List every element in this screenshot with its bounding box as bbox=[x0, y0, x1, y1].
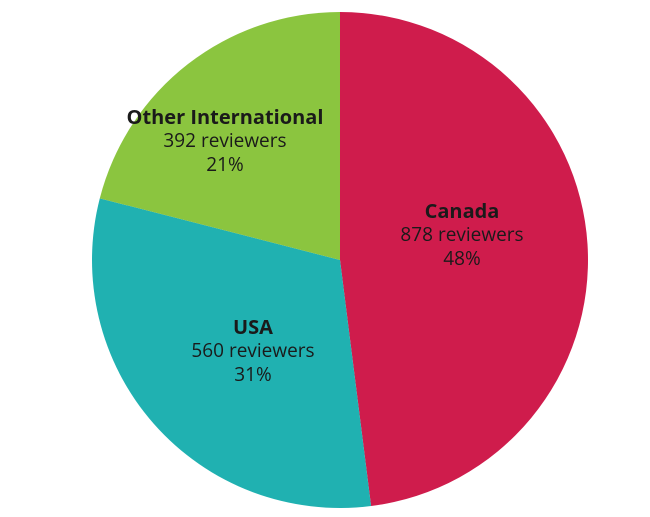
slice-percent: 48% bbox=[400, 247, 523, 271]
slice-percent: 21% bbox=[127, 153, 324, 177]
slice-name: USA bbox=[191, 314, 314, 339]
slice-label: Other International392 reviewers21% bbox=[127, 104, 324, 177]
pie-chart: Canada878 reviewers48% USA560 reviewers31… bbox=[0, 0, 650, 517]
pie-svg bbox=[0, 0, 650, 517]
slice-label: Canada878 reviewers48% bbox=[400, 198, 523, 271]
slice-percent: 31% bbox=[191, 363, 314, 387]
slice-name: Canada bbox=[400, 198, 523, 223]
slice-label: USA560 reviewers31% bbox=[191, 314, 314, 387]
slice-count: 392 reviewers bbox=[127, 129, 324, 153]
slice-name: Other International bbox=[127, 104, 324, 129]
slice-count: 560 reviewers bbox=[191, 339, 314, 363]
slice-count: 878 reviewers bbox=[400, 223, 523, 247]
